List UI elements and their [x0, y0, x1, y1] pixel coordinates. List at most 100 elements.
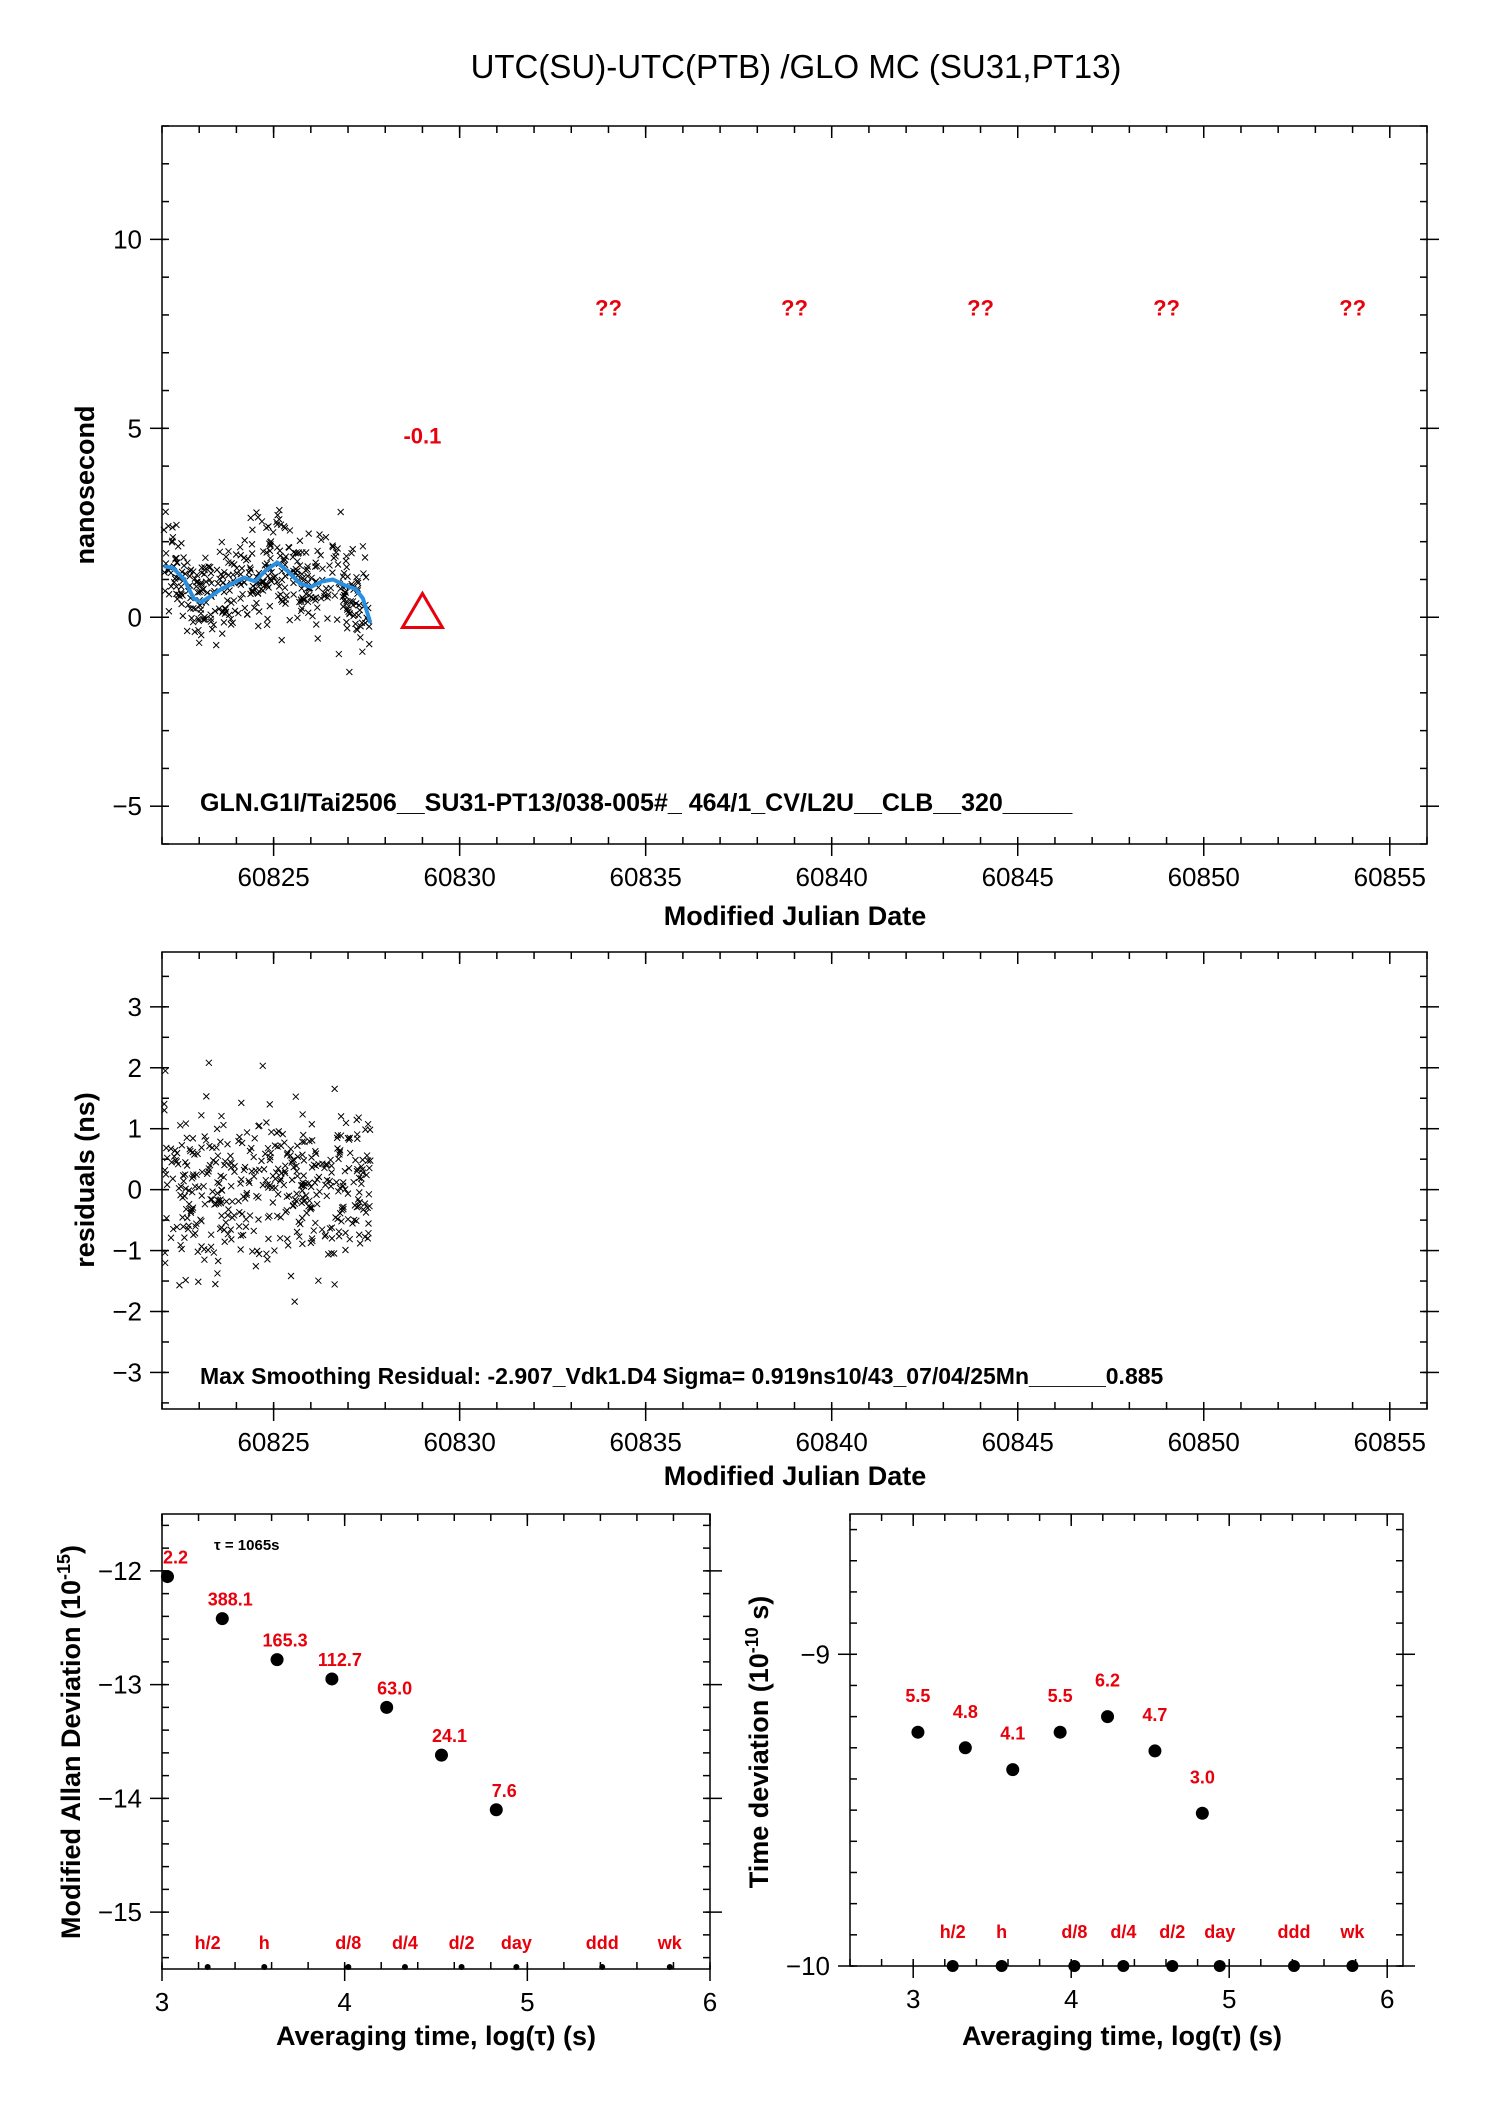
data-point — [282, 596, 290, 603]
data-point — [259, 577, 267, 585]
residual-point — [189, 1206, 196, 1214]
residual-point — [207, 1231, 215, 1239]
residual-point — [175, 1184, 183, 1192]
residual-point — [207, 1195, 214, 1203]
interval-marker — [1068, 1960, 1081, 1972]
residual-point — [239, 1231, 247, 1239]
residual-point — [201, 1200, 209, 1208]
residual-point — [188, 1174, 196, 1182]
main-title: UTC(SU)-UTC(PTB) /GLO MC (SU31,PT13) — [471, 48, 1122, 85]
interval-marker — [1213, 1960, 1226, 1972]
data-point — [200, 616, 207, 623]
data-point — [333, 616, 341, 623]
residual-point — [310, 1227, 318, 1234]
residual-point — [351, 1202, 359, 1209]
data-point — [254, 590, 262, 598]
x-axis-label: Modified Julian Date — [664, 1461, 927, 1491]
residual-point — [205, 1059, 213, 1067]
x-tick-label: 5 — [1222, 1984, 1236, 2014]
residual-point — [160, 1100, 168, 1108]
residual-point — [301, 1138, 308, 1146]
residual-point — [169, 1175, 177, 1183]
residual-point — [198, 1192, 206, 1199]
data-point — [314, 635, 322, 642]
residual-point — [344, 1134, 352, 1142]
residual-point — [261, 1150, 269, 1158]
data-point — [343, 552, 350, 560]
residual-point — [161, 1166, 169, 1174]
data-point — [276, 552, 284, 560]
residual-point — [218, 1112, 225, 1120]
data-point — [223, 597, 231, 604]
residual-point — [328, 1169, 335, 1176]
data-point — [183, 627, 191, 635]
residual-point — [266, 1212, 273, 1220]
residual-point — [259, 1062, 267, 1070]
residual-point — [185, 1222, 193, 1230]
data-point — [303, 566, 311, 573]
residual-point — [366, 1157, 374, 1165]
data-point — [208, 625, 216, 633]
residual-point — [281, 1139, 288, 1147]
interval-label: d/4 — [1110, 1922, 1136, 1942]
data-point — [191, 575, 199, 582]
data-point — [343, 624, 351, 632]
residual-point — [353, 1116, 361, 1124]
residual-point — [263, 1250, 270, 1258]
residual-point — [299, 1138, 306, 1146]
data-point — [165, 522, 172, 530]
residual-point — [338, 1204, 346, 1211]
residual-point — [264, 1144, 272, 1152]
info-line: GLN.G1I/Tai2506__SU31-PT13/038-005#_ 464… — [200, 789, 1073, 817]
residual-point — [313, 1191, 320, 1199]
data-point — [191, 628, 199, 636]
data-point — [222, 553, 230, 561]
residual-point — [324, 1161, 331, 1169]
question-mark-label: ?? — [595, 295, 622, 320]
data-point — [294, 550, 302, 557]
interval-marker — [995, 1960, 1008, 1972]
data-point — [252, 585, 260, 593]
residual-point — [282, 1208, 290, 1216]
data-point — [298, 598, 305, 606]
interval-marker — [204, 1964, 211, 1970]
data-point — [302, 590, 310, 598]
data-point — [215, 605, 223, 613]
residual-point — [334, 1145, 341, 1152]
residual-point — [235, 1137, 242, 1145]
residual-point — [333, 1178, 340, 1186]
data-point — [218, 630, 226, 637]
residual-point — [292, 1093, 300, 1101]
data-point — [162, 549, 170, 557]
data-point — [241, 537, 249, 544]
residual-point — [213, 1125, 221, 1133]
interval-label: wk — [657, 1933, 683, 1953]
residual-point — [177, 1241, 184, 1249]
residual-point — [217, 1172, 225, 1180]
residual-point — [333, 1134, 341, 1142]
mdev-point-label: 7.6 — [492, 1781, 517, 1801]
residual-point — [237, 1176, 245, 1183]
residual-point — [335, 1228, 343, 1235]
mdev-point — [489, 1803, 503, 1817]
residual-point — [203, 1170, 211, 1178]
residual-point — [210, 1249, 218, 1256]
data-point — [343, 618, 350, 626]
data-point — [312, 594, 320, 601]
x-axis-label: Modified Julian Date — [664, 901, 927, 931]
data-point — [308, 574, 316, 582]
data-point — [161, 569, 168, 576]
y-axis-label: Modified Allan Deviation (10-15) — [54, 1545, 86, 1939]
residual-point — [224, 1140, 231, 1148]
panel-residuals: 60825 60830 60835 60840 60845 60850 60855 −3 −2 −… — [70, 951, 1439, 1491]
interval-label: d/8 — [335, 1933, 361, 1953]
data-point — [292, 549, 300, 557]
mdev-point-label: 112.7 — [318, 1650, 362, 1670]
data-point — [324, 615, 331, 622]
residual-point — [259, 1181, 267, 1189]
data-point — [352, 600, 360, 607]
y-tick-label: −13 — [98, 1670, 142, 1700]
residual-point — [362, 1209, 370, 1216]
residual-point — [313, 1200, 321, 1208]
data-point — [332, 552, 339, 560]
